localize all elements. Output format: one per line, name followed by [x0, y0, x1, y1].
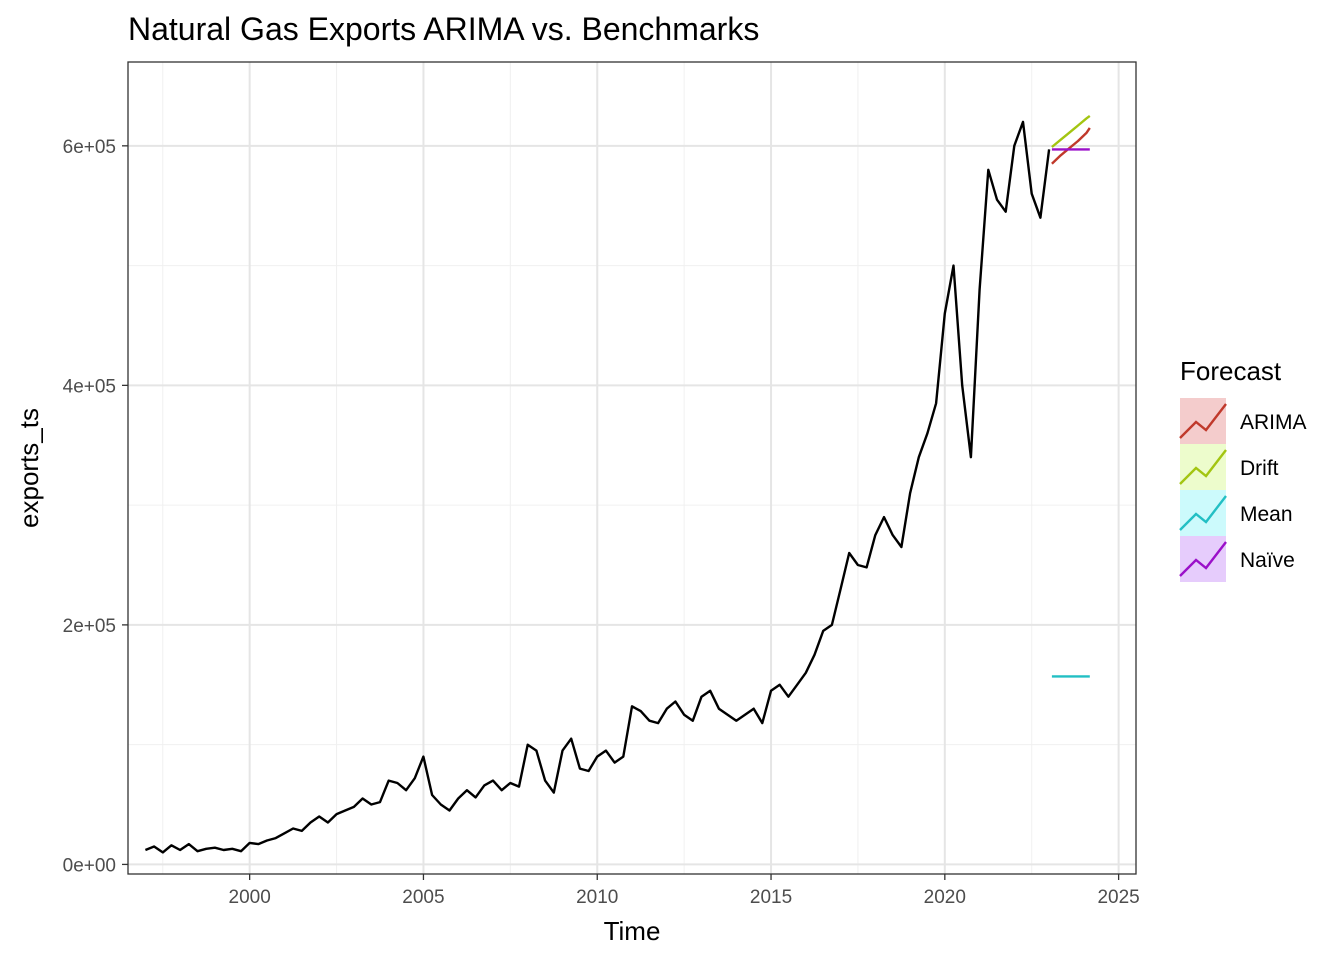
legend: Forecast ARIMA Drift Mean Naïve	[1179, 356, 1307, 582]
y-tick-label: 0e+00	[63, 855, 116, 876]
legend-title: Forecast	[1180, 356, 1282, 386]
legend-item: ARIMA	[1179, 398, 1307, 444]
legend-key-line	[1179, 403, 1227, 439]
series-line-drift	[1051, 114, 1091, 148]
x-tick-label: 2010	[576, 887, 618, 908]
x-tick-label: 2015	[750, 887, 792, 908]
x-axis-title: Time	[604, 916, 661, 946]
x-tick-label: 2000	[229, 887, 271, 908]
series-line-observed	[144, 120, 1051, 854]
legend-item: Drift	[1179, 444, 1279, 490]
chart-title: Natural Gas Exports ARIMA vs. Benchmarks	[128, 11, 759, 47]
legend-label: ARIMA	[1240, 411, 1307, 434]
x-tick-label: 2020	[924, 887, 966, 908]
legend-key-background	[1180, 490, 1226, 536]
legend-item: Naïve	[1179, 536, 1295, 582]
y-axis: 0e+00 2e+05 4e+05 6e+05	[63, 137, 128, 876]
legend-key-background	[1180, 536, 1226, 582]
legend-key-line	[1179, 449, 1227, 485]
data-series	[144, 114, 1091, 854]
legend-key-line	[1179, 541, 1227, 577]
legend-label: Naïve	[1240, 549, 1295, 572]
y-axis-title: exports_ts	[14, 408, 44, 528]
legend-key-background	[1180, 444, 1226, 490]
legend-item: Mean	[1179, 490, 1293, 536]
gridlines	[128, 62, 1136, 874]
legend-key-line	[1179, 495, 1227, 531]
x-axis: 2000 2005 2010 2015 2020 2025	[229, 874, 1140, 908]
y-tick-label: 4e+05	[63, 376, 116, 397]
legend-label: Mean	[1240, 503, 1293, 526]
legend-label: Drift	[1240, 457, 1279, 480]
series-line-arima	[1051, 127, 1091, 165]
y-tick-label: 6e+05	[63, 137, 116, 158]
x-tick-label: 2025	[1097, 887, 1139, 908]
x-tick-label: 2005	[402, 887, 444, 908]
plot-border	[127, 61, 1137, 875]
y-tick-label: 2e+05	[63, 616, 116, 637]
legend-key-background	[1180, 398, 1226, 444]
plot-background	[128, 62, 1136, 874]
plot-area	[127, 61, 1137, 875]
